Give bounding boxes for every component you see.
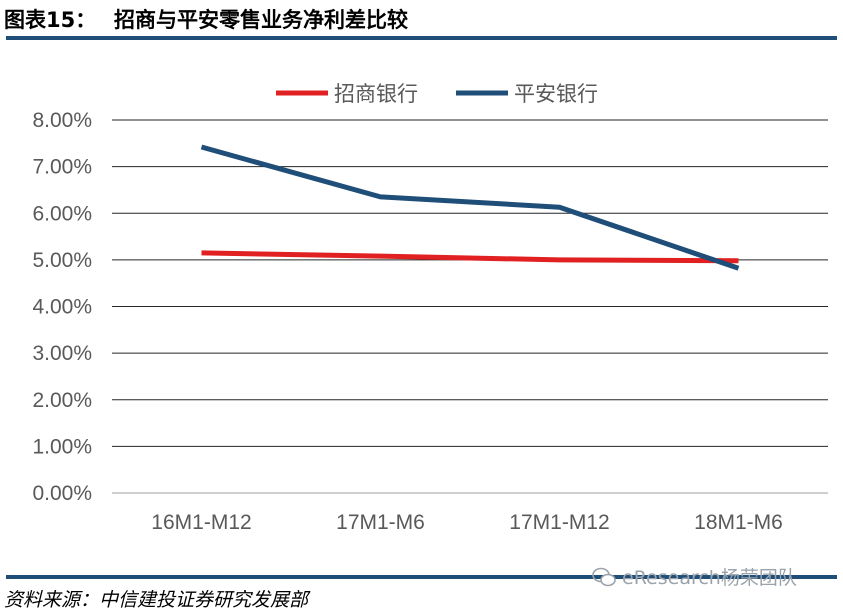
watermark: eResearch杨荣团队 xyxy=(592,563,797,590)
y-tick-label: 3.00% xyxy=(32,342,92,365)
series-line-2 xyxy=(200,144,740,271)
x-tick-label: 17M1-M12 xyxy=(509,511,609,534)
figure-title: 招商与平安零售业务净利差比较 xyxy=(114,8,408,32)
y-tick-label: 8.00% xyxy=(32,109,92,132)
y-tick-label: 2.00% xyxy=(32,389,92,412)
y-tick-label: 1.00% xyxy=(32,435,92,458)
legend-label-1: 招商银行 xyxy=(334,82,418,106)
y-tick-label: 5.00% xyxy=(32,249,92,272)
wechat-icon xyxy=(592,567,616,586)
figure-title-bar: 图表15： 招商与平安零售业务净利差比较 xyxy=(4,4,408,34)
top-rule xyxy=(6,36,837,40)
x-tick-label: 18M1-M6 xyxy=(694,511,783,534)
source-note: 资料来源：中信建投证券研究发展部 xyxy=(4,589,309,611)
bottom-rule xyxy=(6,575,837,579)
x-tick-label: 17M1-M6 xyxy=(336,511,425,534)
legend-label-2: 平安银行 xyxy=(514,82,598,106)
y-tick-label: 4.00% xyxy=(32,296,92,319)
x-tick-label: 16M1-M12 xyxy=(151,511,251,534)
series-line-1 xyxy=(201,250,739,264)
y-tick-label: 7.00% xyxy=(32,156,92,179)
figure-label: 图表15： xyxy=(4,8,97,32)
y-tick-label: 6.00% xyxy=(32,202,92,225)
y-tick-label: 0.00% xyxy=(32,482,92,505)
watermark-text: eResearch杨荣团队 xyxy=(622,567,797,589)
